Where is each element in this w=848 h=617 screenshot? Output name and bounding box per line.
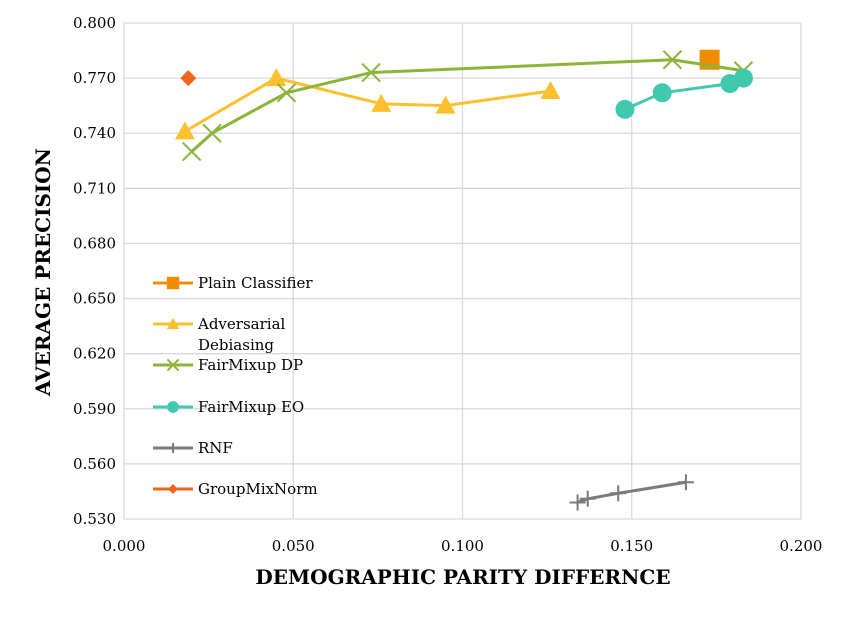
legend-label: RNF bbox=[198, 439, 233, 457]
data-point bbox=[361, 62, 381, 83]
legend-item: Adversarial Debiasing bbox=[153, 315, 286, 354]
data-point bbox=[677, 474, 694, 491]
x-tick-label: 0.050 bbox=[272, 537, 315, 555]
legend-label-line: Adversarial bbox=[197, 315, 286, 333]
legend-item: RNF bbox=[153, 439, 233, 457]
grid bbox=[123, 22, 802, 520]
data-point bbox=[371, 93, 392, 112]
legend-item: FairMixup DP bbox=[153, 356, 303, 374]
y-tick-label: 0.800 bbox=[73, 14, 116, 32]
series-line bbox=[184, 76, 551, 133]
legend-marker bbox=[166, 317, 180, 329]
legend-label: GroupMixNorm bbox=[198, 480, 318, 498]
legend-label-line: Debiasing bbox=[198, 336, 274, 354]
legend-label: Adversarial Debiasing bbox=[197, 315, 286, 354]
x-tick-labels: 0.000 0.050 0.100 0.150 0.200 bbox=[103, 537, 823, 555]
y-tick-labels: 0.530 0.560 0.590 0.620 0.650 0.680 0.710 0.740… bbox=[73, 14, 116, 528]
data-point bbox=[540, 80, 561, 99]
legend-marker bbox=[166, 276, 180, 290]
legend-label: Plain Classifier bbox=[198, 274, 313, 292]
data-point bbox=[579, 490, 596, 507]
x-tick-label: 0.100 bbox=[441, 537, 484, 555]
data-point bbox=[266, 68, 287, 87]
series-fairmixup-eo bbox=[615, 68, 753, 119]
series-line bbox=[577, 480, 687, 504]
y-tick-label: 0.620 bbox=[73, 345, 116, 363]
data-point bbox=[615, 99, 635, 119]
data-point bbox=[652, 83, 672, 103]
legend-item: Plain Classifier bbox=[153, 274, 313, 292]
x-tick-label: 0.000 bbox=[103, 537, 146, 555]
series-rnf bbox=[569, 474, 694, 511]
x-axis-title: DEMOGRAPHIC PARITY DIFFERNCE bbox=[255, 565, 670, 589]
data-point bbox=[181, 141, 202, 162]
y-tick-label: 0.530 bbox=[73, 510, 116, 528]
data-point bbox=[662, 50, 683, 70]
series-fairmixup-dp bbox=[181, 50, 754, 162]
y-axis-title: AVERAGE PRECISION bbox=[31, 148, 55, 397]
series-groupmixnorm bbox=[180, 70, 197, 87]
x-tick-label: 0.200 bbox=[780, 537, 823, 555]
series-layer bbox=[174, 49, 754, 511]
legend: Plain Classifier Adversarial Debiasing Fair… bbox=[153, 274, 318, 498]
x-tick-label: 0.150 bbox=[610, 537, 653, 555]
legend-marker bbox=[166, 358, 180, 372]
legend-item: FairMixup EO bbox=[153, 398, 304, 416]
data-point bbox=[569, 494, 586, 511]
y-tick-label: 0.680 bbox=[73, 234, 116, 252]
data-point bbox=[180, 70, 197, 87]
data-point bbox=[733, 68, 753, 88]
data-point bbox=[174, 121, 195, 140]
y-tick-label: 0.770 bbox=[73, 69, 116, 87]
data-point bbox=[435, 95, 456, 114]
data-point bbox=[610, 485, 627, 502]
legend-label: FairMixup EO bbox=[198, 398, 304, 416]
y-tick-label: 0.650 bbox=[73, 290, 116, 308]
y-tick-label: 0.560 bbox=[73, 455, 116, 473]
legend-label: FairMixup DP bbox=[198, 356, 303, 374]
legend-marker bbox=[168, 443, 178, 453]
series-adversarial-debiasing bbox=[174, 68, 561, 140]
legend-marker bbox=[167, 401, 179, 413]
y-tick-label: 0.590 bbox=[73, 400, 116, 418]
legend-marker bbox=[168, 484, 178, 494]
y-tick-label: 0.710 bbox=[73, 179, 116, 197]
y-tick-label: 0.740 bbox=[73, 124, 116, 142]
legend-item: GroupMixNorm bbox=[153, 480, 318, 498]
data-point bbox=[276, 83, 297, 103]
data-point bbox=[202, 123, 222, 143]
